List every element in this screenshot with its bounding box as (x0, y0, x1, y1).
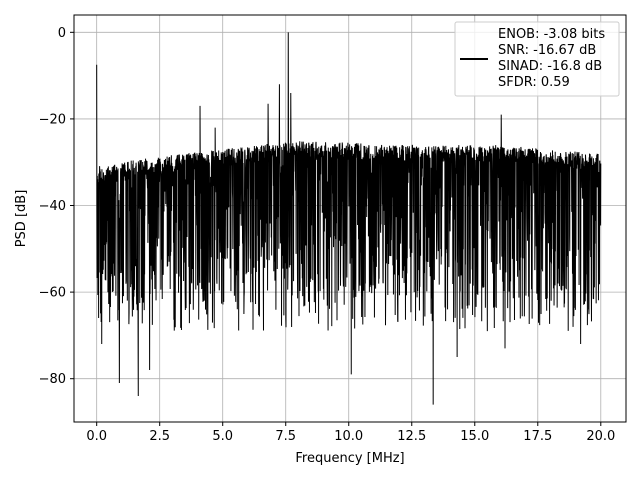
x-axis-label: Frequency [MHz] (295, 451, 404, 466)
y-axis-label: PSD [dB] (14, 190, 29, 248)
legend-enob-text: ENOB: -3.08 bits (498, 27, 605, 42)
x-tick-label: 12.5 (397, 429, 426, 444)
legend-sfdr-text: SFDR: 0.59 (498, 75, 570, 90)
x-axis-ticks: 0.0 2.5 5.0 7.5 10.0 12.5 15.0 17.5 20.0 (86, 422, 615, 444)
x-tick-label: 5.0 (212, 429, 233, 444)
y-axis-ticks: 0 −20 −40 −60 −80 (39, 26, 74, 387)
legend: ENOB: -3.08 bits SNR: -16.67 dB SINAD: -… (454, 21, 620, 97)
plot-area (96, 32, 602, 405)
x-tick-label: 17.5 (523, 429, 552, 444)
x-tick-label: 7.5 (275, 429, 296, 444)
y-tick-label: 0 (58, 26, 66, 41)
legend-sinad-text: SINAD: -16.8 dB (498, 59, 602, 74)
psd-series-line (96, 32, 602, 405)
x-tick-label: 20.0 (586, 429, 615, 444)
y-tick-label: −60 (39, 286, 66, 301)
x-tick-label: 2.5 (149, 429, 170, 444)
y-tick-label: −40 (39, 199, 66, 214)
x-tick-label: 10.0 (334, 429, 363, 444)
x-tick-label: 0.0 (86, 429, 107, 444)
y-tick-label: −80 (39, 372, 66, 387)
x-tick-label: 15.0 (460, 429, 489, 444)
legend-snr-text: SNR: -16.67 dB (498, 43, 596, 58)
y-tick-label: −20 (39, 112, 66, 127)
axes-frame (73, 14, 627, 423)
legend-box (454, 21, 620, 97)
